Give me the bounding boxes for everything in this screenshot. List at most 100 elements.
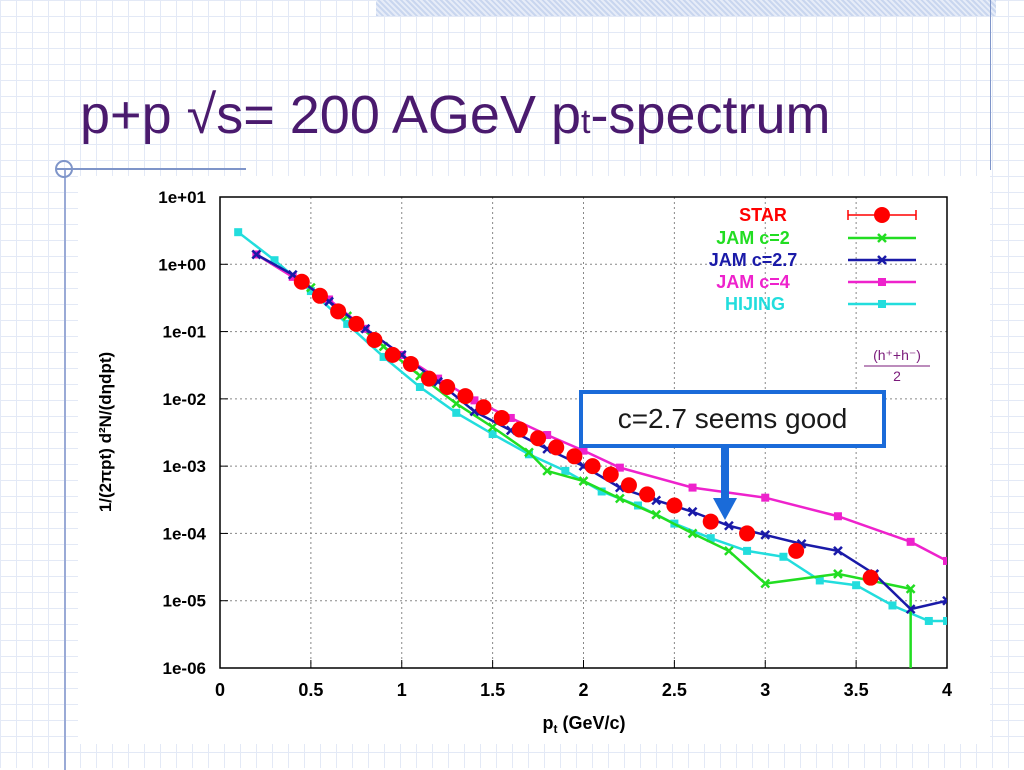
- data-point-jam-c-2-7: [760, 530, 771, 540]
- data-point-hijing: [706, 534, 715, 543]
- series-star: [293, 273, 879, 586]
- data-point-hijing: [815, 576, 824, 585]
- data-point-star: [330, 303, 347, 320]
- data-point-jam-c-2: [578, 476, 589, 486]
- x-marker-stroke: [360, 323, 371, 334]
- data-point-jam-c-2-7: [942, 595, 947, 606]
- x-marker-stroke: [433, 376, 443, 387]
- legend-item-hijing: HIJING: [725, 294, 916, 314]
- data-point-star: [548, 439, 565, 456]
- data-point-jam-c-4: [688, 483, 697, 492]
- data-point-jam-c-2: [651, 509, 662, 520]
- x-axis-label-sub: t: [553, 722, 557, 736]
- data-point-jam-c-2-7: [251, 249, 262, 260]
- data-point-star: [666, 497, 683, 514]
- x-marker-stroke: [287, 269, 298, 280]
- chart-panel: [78, 176, 990, 744]
- data-point-hijing: [561, 466, 570, 475]
- data-point-jam-c-2: [760, 578, 771, 589]
- top-decor-band: [376, 0, 996, 16]
- data-point-star: [366, 331, 383, 348]
- x-marker-stroke: [942, 598, 947, 606]
- series-layer: [234, 228, 947, 668]
- arrow-shaft: [721, 448, 729, 500]
- legend-label: STAR: [739, 205, 787, 225]
- data-point-star: [602, 466, 619, 483]
- data-point-jam-c-2: [487, 422, 498, 433]
- x-marker-stroke: [578, 476, 589, 486]
- slide-title: p+p √s= 200 AGeV pt-spectrum: [80, 84, 831, 146]
- x-marker-stroke: [324, 296, 334, 307]
- x-tick-label: 2.5: [662, 680, 687, 700]
- x-marker-stroke: [651, 509, 662, 520]
- title-end: -spectrum: [590, 85, 831, 145]
- legend-item-jam-c-4: JAM c=4: [716, 272, 916, 292]
- annotation-denominator: 2: [893, 368, 901, 384]
- legend-marker: [878, 278, 886, 286]
- x-marker-stroke: [651, 495, 662, 506]
- y-tick-label: 1e-03: [163, 457, 206, 476]
- data-point-hijing: [270, 256, 279, 265]
- series-hijing: [234, 228, 947, 625]
- data-point-star: [348, 315, 365, 332]
- data-point-jam-c-2: [524, 447, 534, 458]
- data-point-jam-c-2: [724, 546, 734, 556]
- data-point-jam-c-2: [542, 466, 553, 476]
- x-marker-stroke: [905, 604, 916, 615]
- legend-marker: [877, 233, 887, 243]
- x-marker-stroke: [877, 233, 887, 243]
- legend-marker: [877, 255, 887, 265]
- data-point-star: [293, 273, 310, 290]
- data-point-jam-c-4: [470, 396, 479, 405]
- data-point-jam-c-4: [906, 537, 915, 546]
- data-point-jam-c-4: [833, 512, 842, 521]
- data-point-jam-c-2: [451, 398, 462, 409]
- data-point-hijing: [597, 487, 606, 496]
- data-point-star: [702, 513, 719, 530]
- data-point-jam-c-4: [288, 272, 297, 281]
- y-tick-label: 1e-01: [163, 323, 206, 342]
- data-point-hijing: [524, 450, 533, 459]
- data-point-jam-c-4: [761, 493, 770, 502]
- legend-label: JAM c=2: [716, 228, 790, 248]
- legend-item-jam-c-2-7: JAM c=2.7: [709, 250, 916, 270]
- data-point-star: [862, 569, 879, 586]
- x-marker-stroke: [905, 583, 916, 594]
- data-point-hijing: [488, 430, 497, 439]
- arrow-head: [713, 498, 737, 520]
- x-marker-stroke: [942, 595, 947, 603]
- data-point-hijing: [779, 552, 788, 561]
- title-main: p+p √s= 200 AGeV p: [80, 85, 582, 145]
- data-point-jam-c-2-7: [833, 546, 843, 556]
- data-point-star: [439, 379, 456, 396]
- data-point-jam-c-2-7: [905, 604, 916, 615]
- data-point-star: [311, 287, 328, 304]
- x-marker-stroke: [251, 249, 262, 260]
- y-tick-label: 1e+01: [158, 188, 206, 207]
- data-point-jam-c-2: [905, 583, 916, 594]
- x-tick-label: 0.5: [298, 680, 323, 700]
- legend-marker: [878, 300, 886, 308]
- data-point-star: [421, 370, 438, 387]
- data-point-star: [511, 421, 528, 438]
- y-tick-label: 1e+00: [158, 255, 206, 274]
- data-point-star: [530, 430, 547, 447]
- data-point-hijing: [343, 319, 352, 328]
- x-marker-stroke: [687, 506, 698, 517]
- x-tick-label: 2: [578, 680, 588, 700]
- data-point-hijing: [888, 601, 897, 610]
- x-marker-stroke: [760, 530, 771, 540]
- data-point-jam-c-2: [614, 493, 625, 504]
- title-subscript: t: [581, 103, 591, 141]
- data-point-hijing: [415, 383, 424, 392]
- x-marker-stroke: [524, 447, 534, 458]
- data-point-star: [457, 388, 474, 405]
- x-marker-stroke: [451, 398, 462, 409]
- y-tick-label: 1e-04: [163, 524, 207, 543]
- data-point-jam-c-4: [434, 374, 443, 383]
- right-decor-rule: [990, 0, 991, 170]
- decor-vertical-line: [64, 170, 66, 770]
- data-point-jam-c-2: [687, 528, 698, 539]
